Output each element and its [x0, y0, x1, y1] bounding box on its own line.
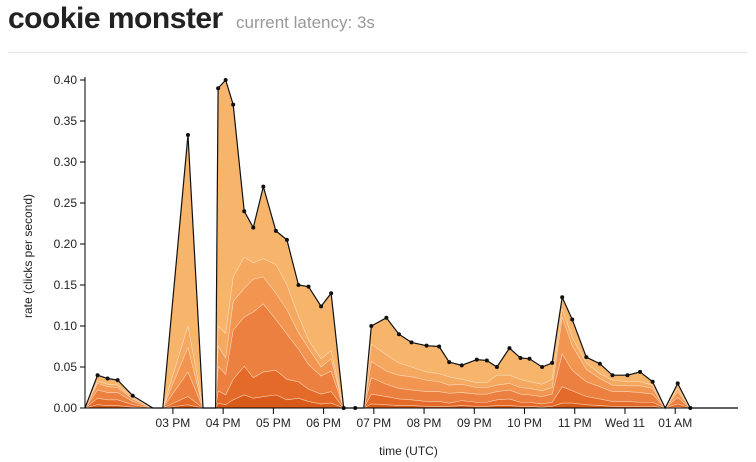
x-tick-label: 09 PM: [457, 416, 492, 430]
x-tick-label: 01 AM: [658, 416, 692, 430]
data-point-22: [396, 332, 401, 337]
data-point-13: [284, 237, 289, 242]
data-point-16: [319, 304, 324, 309]
latency-value: 3s: [356, 13, 375, 32]
x-axis-label: time (UTC): [379, 444, 438, 458]
x-tick-label: 10 PM: [507, 416, 542, 430]
data-point-39: [597, 361, 602, 366]
data-point-27: [459, 363, 464, 368]
data-point-35: [550, 360, 555, 365]
y-tick-label: 0.30: [54, 155, 78, 169]
data-point-6: [216, 86, 221, 91]
data-point-29: [484, 358, 489, 363]
data-point-42: [638, 369, 643, 374]
data-point-5: [185, 132, 190, 137]
data-point-30: [494, 365, 499, 369]
data-point-40: [610, 373, 615, 378]
x-tick-label: 03 PM: [156, 416, 191, 430]
data-point-41: [625, 373, 630, 378]
data-point-4: [130, 393, 135, 398]
data-point-3: [115, 378, 120, 383]
page-title: cookie monster: [8, 2, 223, 35]
page-header: cookie monster current latency: 3s: [8, 0, 748, 53]
data-point-33: [527, 356, 532, 361]
x-tick-label: Wed 11: [605, 416, 646, 430]
data-point-24: [424, 343, 429, 348]
data-point-37: [570, 317, 575, 322]
y-tick-label: 0.00: [54, 401, 78, 415]
data-point-43: [650, 379, 655, 384]
data-point-17: [329, 291, 334, 296]
data-point-15: [306, 284, 311, 289]
y-tick-label: 0.25: [54, 196, 78, 210]
y-tick-label: 0.15: [54, 278, 78, 292]
y-tick-label: 0.10: [54, 319, 78, 333]
y-axis-label: rate (clicks per second): [21, 194, 35, 318]
latency-status: current latency: 3s: [236, 13, 375, 33]
data-point-31: [507, 346, 512, 351]
data-point-44: [675, 381, 680, 386]
data-point-23: [409, 340, 414, 345]
data-point-14: [296, 283, 301, 287]
latency-label: current latency:: [236, 13, 353, 32]
y-tick-label: 0.20: [54, 237, 78, 251]
x-tick-label: 04 PM: [206, 416, 241, 430]
data-point-1: [95, 373, 100, 378]
data-point-2: [105, 376, 110, 381]
data-point-9: [242, 209, 247, 214]
data-point-38: [584, 355, 589, 360]
data-point-20: [369, 324, 374, 328]
data-point-36: [560, 295, 565, 300]
data-point-21: [384, 315, 389, 320]
data-point-34: [540, 365, 545, 369]
data-point-28: [474, 357, 479, 362]
data-point-32: [518, 355, 523, 360]
data-point-10: [251, 225, 256, 230]
x-tick-label: 11 PM: [558, 416, 592, 430]
data-point-7: [223, 78, 228, 82]
y-tick-label: 0.35: [54, 114, 78, 128]
data-point-12: [273, 228, 278, 233]
y-tick-label: 0.40: [54, 73, 78, 87]
data-point-11: [261, 184, 266, 189]
data-point-25: [437, 344, 442, 349]
x-tick-label: 07 PM: [356, 416, 391, 430]
x-tick-label: 06 PM: [306, 416, 341, 430]
data-point-8: [231, 102, 236, 107]
y-tick-label: 0.05: [54, 360, 78, 374]
data-point-26: [447, 360, 452, 365]
x-tick-label: 08 PM: [407, 416, 442, 430]
x-tick-label: 05 PM: [256, 416, 291, 430]
